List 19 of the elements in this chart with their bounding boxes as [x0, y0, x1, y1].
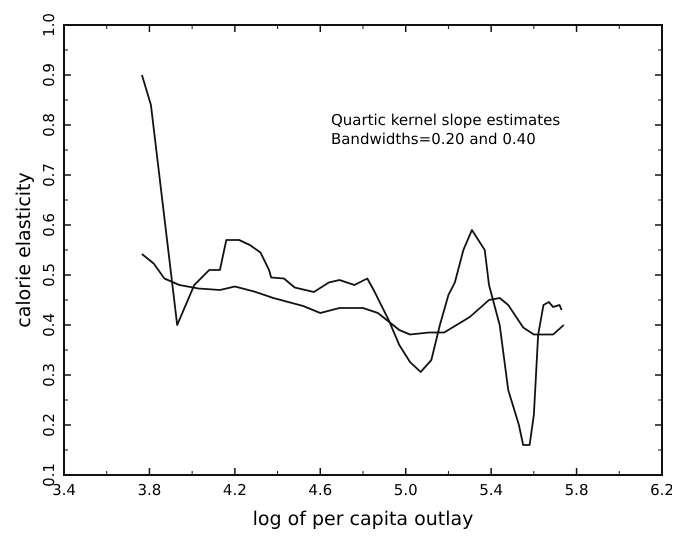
- x-axis-title: log of per capita outlay: [252, 508, 474, 530]
- x-tick-label: 4.6: [308, 481, 332, 499]
- x-tick-label: 3.8: [138, 481, 162, 499]
- y-tick-label: 0.7: [40, 163, 58, 187]
- line-series: [141, 74, 563, 446]
- annotation: Quartic kernel slope estimates Bandwidths=0.20 and 0.40: [330, 111, 560, 148]
- y-tick-label: 0.3: [40, 363, 58, 387]
- y-tick-label: 0.4: [40, 313, 58, 337]
- x-tick-label: 5.0: [394, 481, 418, 499]
- y-tick-label: 0.2: [40, 413, 58, 437]
- y-tick-label: 0.5: [40, 263, 58, 287]
- y-axis-title: calorie elasticity: [13, 172, 35, 328]
- x-tick-label: 5.4: [479, 481, 504, 499]
- x-tick-label: 4.2: [222, 481, 247, 499]
- y-tick-label: 0.6: [40, 213, 58, 237]
- y-tick-label: 0.9: [40, 63, 58, 87]
- y-tick-label: 1.0: [40, 13, 58, 37]
- y-tick-label: 0.8: [40, 113, 58, 137]
- x-tick-label: 5.8: [564, 481, 588, 499]
